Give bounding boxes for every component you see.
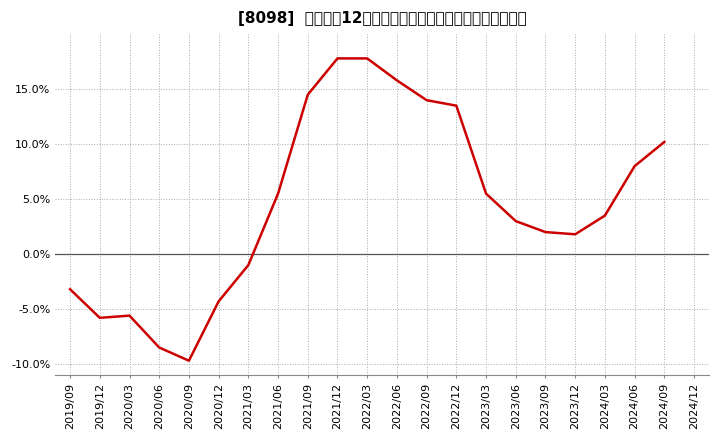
Title: [8098]  売上高の12か月移動合計の対前年同期増減率の推移: [8098] 売上高の12か月移動合計の対前年同期増減率の推移 (238, 11, 526, 26)
